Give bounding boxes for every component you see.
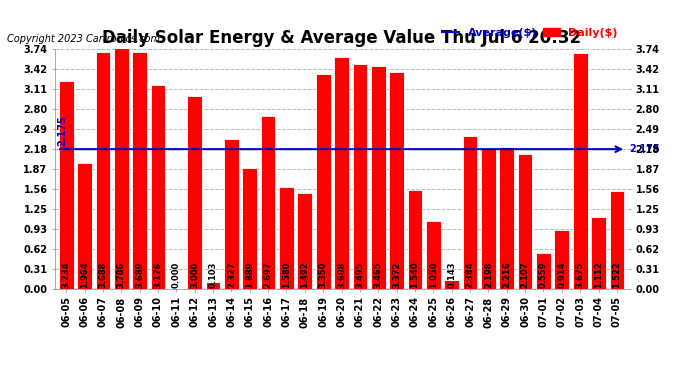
Bar — [463, 136, 477, 289]
Text: 0.000: 0.000 — [172, 262, 181, 288]
Bar — [408, 190, 422, 289]
Bar — [481, 148, 495, 289]
Bar — [261, 116, 275, 289]
Text: 1.540: 1.540 — [411, 261, 420, 288]
Bar — [500, 147, 514, 289]
Text: 2.327: 2.327 — [227, 262, 236, 288]
Text: 3.350: 3.350 — [319, 262, 328, 288]
Bar — [59, 81, 74, 289]
Bar — [334, 57, 349, 289]
Bar — [188, 96, 202, 289]
Text: Copyright 2023 Cartronics.com: Copyright 2023 Cartronics.com — [7, 34, 160, 44]
Text: 1.492: 1.492 — [300, 261, 309, 288]
Bar — [591, 217, 606, 289]
Text: 0.103: 0.103 — [208, 262, 217, 288]
Bar — [609, 191, 624, 289]
Text: 3.000: 3.000 — [190, 262, 199, 288]
Text: 0.559: 0.559 — [539, 262, 548, 288]
Bar — [316, 74, 331, 289]
Bar — [426, 221, 441, 289]
Bar — [77, 163, 92, 289]
Bar — [555, 230, 569, 289]
Bar — [371, 66, 386, 289]
Bar — [518, 153, 533, 289]
Text: 2.175: 2.175 — [57, 115, 67, 146]
Bar — [206, 282, 220, 289]
Text: 3.495: 3.495 — [355, 262, 364, 288]
Text: 1.964: 1.964 — [80, 261, 89, 288]
Title: Daily Solar Energy & Average Value Thu Jul 6 20:32: Daily Solar Energy & Average Value Thu J… — [102, 29, 581, 47]
Text: 3.372: 3.372 — [392, 262, 401, 288]
Bar — [536, 253, 551, 289]
Text: 2.175: 2.175 — [630, 144, 660, 154]
Bar — [242, 168, 257, 289]
Text: 2.107: 2.107 — [521, 262, 530, 288]
Text: 0.914: 0.914 — [558, 262, 566, 288]
Text: 2.216: 2.216 — [502, 261, 511, 288]
Bar — [150, 85, 166, 289]
Text: 2.384: 2.384 — [466, 262, 475, 288]
Text: 1.112: 1.112 — [594, 261, 603, 288]
Text: 1.889: 1.889 — [245, 262, 255, 288]
Bar — [389, 72, 404, 289]
Legend: Average($), Daily($): Average($), Daily($) — [438, 23, 622, 42]
Text: 3.688: 3.688 — [99, 262, 108, 288]
Bar — [132, 52, 147, 289]
Bar — [297, 193, 312, 289]
Bar — [353, 64, 367, 289]
Text: 3.786: 3.786 — [117, 262, 126, 288]
Bar — [444, 280, 459, 289]
Text: 3.176: 3.176 — [153, 262, 162, 288]
Text: 0.143: 0.143 — [447, 262, 456, 288]
Text: 2.198: 2.198 — [484, 262, 493, 288]
Text: 2.697: 2.697 — [264, 262, 273, 288]
Text: 1.050: 1.050 — [428, 262, 438, 288]
Text: 3.465: 3.465 — [374, 261, 383, 288]
Bar — [224, 140, 239, 289]
Text: 3.675: 3.675 — [575, 262, 584, 288]
Text: 3.234: 3.234 — [61, 262, 70, 288]
Bar — [573, 53, 587, 289]
Text: 3.689: 3.689 — [135, 262, 144, 288]
Text: 1.522: 1.522 — [613, 261, 622, 288]
Text: 3.608: 3.608 — [337, 262, 346, 288]
Text: 1.580: 1.580 — [282, 262, 291, 288]
Bar — [96, 52, 110, 289]
Bar — [279, 188, 294, 289]
Bar — [114, 46, 128, 289]
